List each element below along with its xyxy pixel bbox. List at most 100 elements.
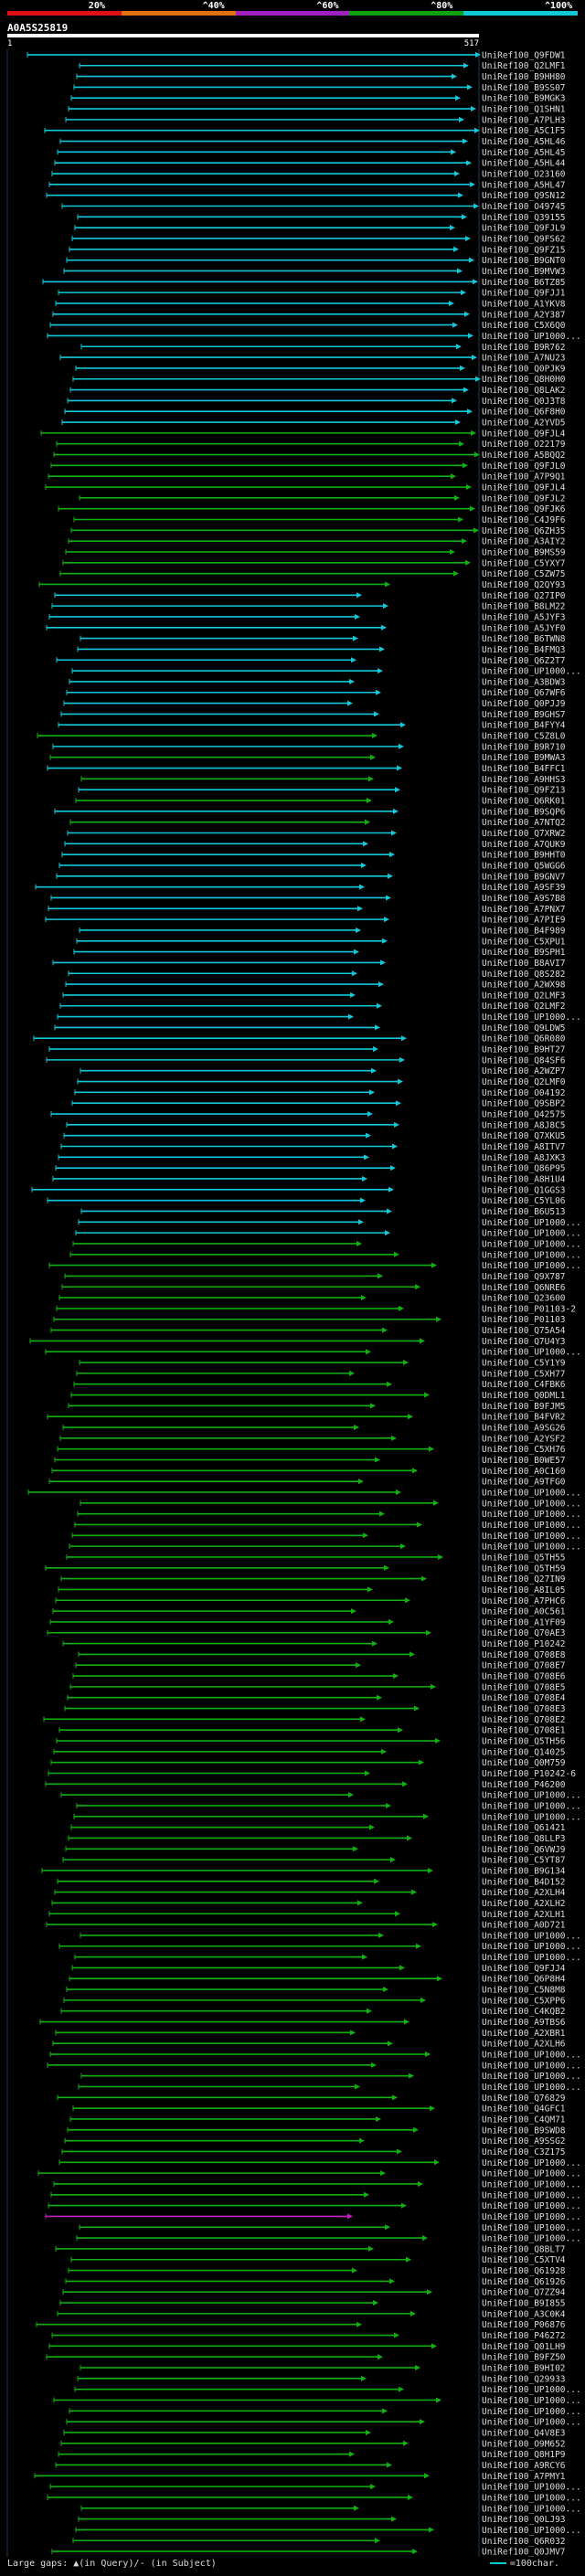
hit-label[interactable]: UniRef100_Q8H0H0 xyxy=(482,375,566,385)
hit-label[interactable]: UniRef100_UP1000... xyxy=(482,1488,581,1498)
hit-label[interactable]: UniRef100_Q6ZH35 xyxy=(482,526,566,536)
hit-label[interactable]: UniRef100_Q9FJK6 xyxy=(482,504,566,514)
hit-label[interactable]: UniRef100_Q23600 xyxy=(482,1294,566,1304)
hit-label[interactable]: UniRef100_UP1000... xyxy=(482,2483,581,2493)
hit-label[interactable]: UniRef100_B4FYY4 xyxy=(482,721,566,731)
hit-label[interactable]: UniRef100_UP1000... xyxy=(482,1931,581,1941)
hit-label[interactable]: UniRef100_Q9FZ15 xyxy=(482,245,566,255)
hit-label[interactable]: UniRef100_UP1000... xyxy=(482,332,581,342)
hit-label[interactable]: UniRef100_UP1000... xyxy=(482,1521,581,1531)
hit-label[interactable]: UniRef100_Q5TH55 xyxy=(482,1553,566,1563)
hit-label[interactable]: UniRef100_Q86P95 xyxy=(482,1164,566,1174)
hit-label[interactable]: UniRef100_UP1000... xyxy=(482,2407,581,2417)
hit-label[interactable]: UniRef100_Q0LJ93 xyxy=(482,2515,566,2525)
hit-label[interactable]: UniRef100_UP1000... xyxy=(482,2526,581,2536)
hit-label[interactable]: UniRef100_C4FBK6 xyxy=(482,1380,566,1390)
hit-label[interactable]: UniRef100_UP1000... xyxy=(482,1542,581,1553)
hit-label[interactable]: UniRef100_A8H1U4 xyxy=(482,1174,566,1184)
hit-label[interactable]: UniRef100_A7NTQ2 xyxy=(482,818,566,828)
hit-label[interactable]: UniRef100_Q2LMF0 xyxy=(482,1077,566,1087)
hit-label[interactable]: UniRef100_UP1000... xyxy=(482,1229,581,1239)
hit-label[interactable]: UniRef100_B4FMQ3 xyxy=(482,645,566,655)
hit-label[interactable]: UniRef100_Q84SF6 xyxy=(482,1055,566,1065)
hit-label[interactable]: UniRef100_Q2LMF3 xyxy=(482,991,566,1001)
hit-label[interactable]: UniRef100_A9SF39 xyxy=(482,883,566,893)
hit-label[interactable]: UniRef100_A3C0K4 xyxy=(482,2309,566,2319)
hit-label[interactable]: UniRef100_Q6Z2T7 xyxy=(482,656,566,666)
hit-label[interactable]: UniRef100_Q7XRW2 xyxy=(482,829,566,839)
hit-label[interactable]: UniRef100_Q14025 xyxy=(482,1747,566,1757)
hit-label[interactable]: UniRef100_Q708E1 xyxy=(482,1726,566,1736)
hit-label[interactable]: UniRef100_Q4GFC1 xyxy=(482,2104,566,2115)
hit-label[interactable]: UniRef100_B9G134 xyxy=(482,1866,566,1876)
hit-label[interactable]: UniRef100_P10242-6 xyxy=(482,1769,576,1779)
hit-label[interactable]: UniRef100_A9HHS3 xyxy=(482,775,566,785)
hit-label[interactable]: UniRef100_UP1000... xyxy=(482,1239,581,1249)
hit-label[interactable]: UniRef100_UP1000... xyxy=(482,1942,581,1952)
hit-label[interactable]: UniRef100_Q5TH56 xyxy=(482,1737,566,1747)
hit-label[interactable]: UniRef100_Q9FJJ4 xyxy=(482,1964,566,1974)
hit-label[interactable]: UniRef100_A2WX98 xyxy=(482,981,566,991)
hit-label[interactable]: UniRef100_Q2LMF2 xyxy=(482,1002,566,1012)
hit-label[interactable]: UniRef100_Q6RK01 xyxy=(482,797,566,807)
hit-label[interactable]: UniRef100_O04192 xyxy=(482,1088,566,1098)
hit-label[interactable]: UniRef100_Q708E2 xyxy=(482,1715,566,1725)
hit-label[interactable]: UniRef100_A2XLH2 xyxy=(482,1899,566,1909)
hit-label[interactable]: UniRef100_Q7ZZ94 xyxy=(482,2288,566,2298)
hit-label[interactable]: UniRef100_Q9FJL2 xyxy=(482,493,566,504)
hit-label[interactable]: UniRef100_B9HHT0 xyxy=(482,851,566,861)
hit-label[interactable]: UniRef100_UP1000... xyxy=(482,1801,581,1811)
hit-label[interactable]: UniRef100_C5XH77 xyxy=(482,1369,566,1379)
hit-label[interactable]: UniRef100_A2XBR1 xyxy=(482,2029,566,2039)
hit-label[interactable]: UniRef100_Q8BLT7 xyxy=(482,2244,566,2254)
hit-label[interactable]: UniRef100_Q0JMV7 xyxy=(482,2548,566,2557)
hit-label[interactable]: UniRef100_O9M652 xyxy=(482,2439,566,2449)
hit-label[interactable]: UniRef100_A8JXK3 xyxy=(482,1153,566,1163)
hit-label[interactable]: UniRef100_B9FZ50 xyxy=(482,2353,566,2363)
hit-label[interactable]: UniRef100_B9R762 xyxy=(482,343,566,353)
hit-label[interactable]: UniRef100_A9SG26 xyxy=(482,1424,566,1434)
hit-label[interactable]: UniRef100_Q0J3T8 xyxy=(482,397,566,407)
hit-label[interactable]: UniRef100_UP1000... xyxy=(482,2051,581,2061)
hit-label[interactable]: UniRef100_B9MWA3 xyxy=(482,753,566,763)
hit-label[interactable]: UniRef100_C5N8M8 xyxy=(482,1986,566,1996)
hit-label[interactable]: UniRef100_Q61928 xyxy=(482,2266,566,2276)
hit-label[interactable]: UniRef100_A0D721 xyxy=(482,1921,566,1931)
hit-label[interactable]: UniRef100_A7P9Q1 xyxy=(482,472,566,482)
hit-label[interactable]: UniRef100_Q0M759 xyxy=(482,1758,566,1768)
hit-label[interactable]: UniRef100_UP1000... xyxy=(482,2190,581,2200)
hit-label[interactable]: UniRef100_A5C1F5 xyxy=(482,126,566,136)
hit-label[interactable]: UniRef100_A5JYF3 xyxy=(482,612,566,622)
hit-label[interactable]: UniRef100_UP1000... xyxy=(482,2201,581,2211)
hit-label[interactable]: UniRef100_Q4V8E3 xyxy=(482,2428,566,2438)
hit-label[interactable]: UniRef100_B9MGK3 xyxy=(482,94,566,104)
hit-label[interactable]: UniRef100_Q8LLP3 xyxy=(482,1834,566,1844)
hit-label[interactable]: UniRef100_Q7U4Y3 xyxy=(482,1337,566,1347)
hit-label[interactable]: UniRef100_UP1000... xyxy=(482,1218,581,1228)
hit-label[interactable]: UniRef100_Q70AE3 xyxy=(482,1628,566,1638)
hit-label[interactable]: UniRef100_UP1000... xyxy=(482,2179,581,2189)
hit-label[interactable]: UniRef100_A9RCY6 xyxy=(482,2461,566,2471)
hit-label[interactable]: UniRef100_C5XPP6 xyxy=(482,1996,566,2006)
hit-label[interactable]: UniRef100_UP1000... xyxy=(482,1012,581,1023)
hit-label[interactable]: UniRef100_A8IL05 xyxy=(482,1585,566,1595)
hit-label[interactable]: UniRef100_A7PIE9 xyxy=(482,916,566,926)
hit-label[interactable]: UniRef100_C3Z175 xyxy=(482,2147,566,2157)
hit-label[interactable]: UniRef100_UP1000... xyxy=(482,2385,581,2395)
hit-label[interactable]: UniRef100_A8ITV7 xyxy=(482,1142,566,1152)
hit-label[interactable]: UniRef100_Q39155 xyxy=(482,213,566,223)
hit-label[interactable]: UniRef100_UP1000... xyxy=(482,2493,581,2503)
hit-label[interactable]: UniRef100_B6TWN8 xyxy=(482,634,566,644)
hit-label[interactable]: UniRef100_UP1000... xyxy=(482,1791,581,1801)
hit-label[interactable]: UniRef100_Q9FJL4 xyxy=(482,483,566,493)
hit-label[interactable]: UniRef100_Q2QY93 xyxy=(482,580,566,590)
hit-label[interactable]: UniRef100_A2YSF2 xyxy=(482,1434,566,1444)
hit-label[interactable]: UniRef100_Q5TH59 xyxy=(482,1564,566,1574)
hit-label[interactable]: UniRef100_Q61421 xyxy=(482,1823,566,1833)
hit-label[interactable]: UniRef100_B8AVI7 xyxy=(482,959,566,969)
hit-label[interactable]: UniRef100_Q01LH9 xyxy=(482,2342,566,2352)
hit-label[interactable]: UniRef100_C5Y1Y9 xyxy=(482,1359,566,1369)
hit-label[interactable]: UniRef100_Q5WGG6 xyxy=(482,861,566,871)
hit-label[interactable]: UniRef100_Q75A54 xyxy=(482,1326,566,1336)
hit-label[interactable]: UniRef100_A7PLH3 xyxy=(482,115,566,125)
